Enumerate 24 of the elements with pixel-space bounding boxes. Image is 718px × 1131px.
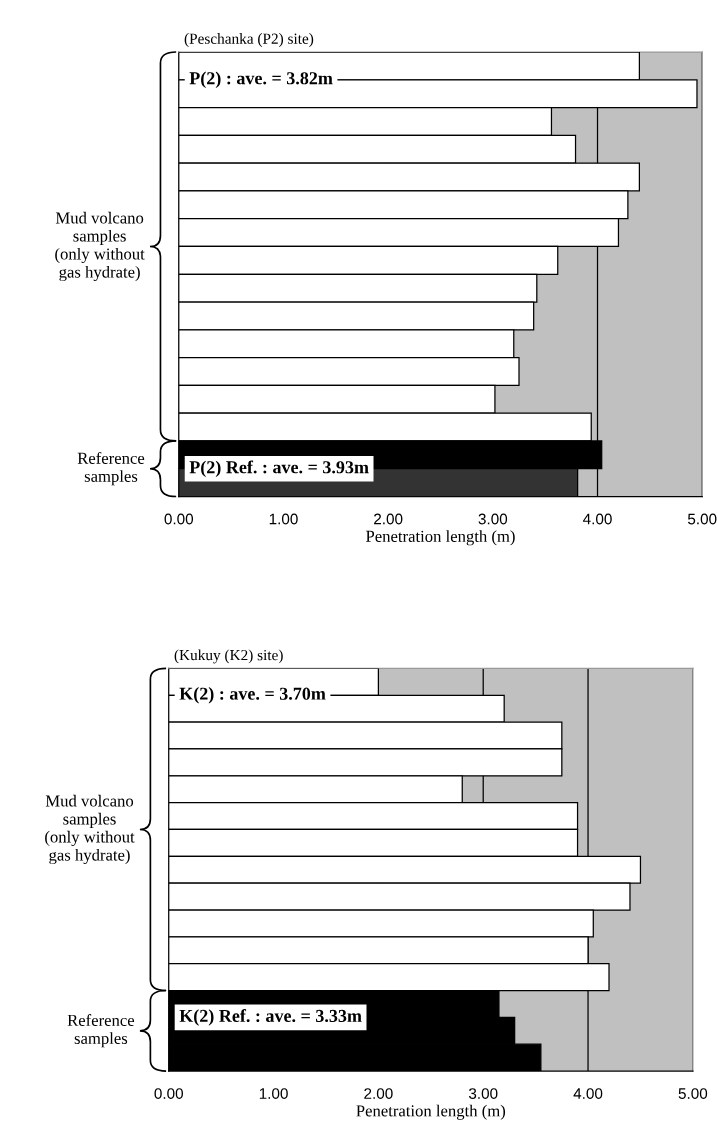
chart-title: (Kukuy (K2) site)	[174, 649, 283, 664]
annotation: K(2) : ave. = 3.70m	[179, 687, 326, 704]
annotation: P(2) : ave. = 3.82m	[189, 71, 333, 88]
x-tick-label: 0.00	[154, 1088, 183, 1099]
chart-title: (Peschanka (P2) site)	[184, 33, 314, 47]
x-tick-label: 2.00	[364, 1088, 393, 1099]
x-tick-label: 5.00	[687, 513, 717, 525]
x-tick-label: 5.00	[678, 1088, 708, 1099]
x-tick-label: 0.00	[164, 513, 194, 525]
x-tick-label: 4.00	[573, 1088, 603, 1099]
x-tick-label: 4.00	[583, 513, 612, 525]
annotation: K(2) Ref. : ave. = 3.33m	[179, 1009, 362, 1026]
x-tick-label: 3.00	[468, 1088, 498, 1099]
x-axis-title: Penetration length (m)	[365, 530, 515, 546]
annotation: P(2) Ref. : ave. = 3.93m	[189, 460, 369, 478]
text: Mud volcano samples (only without gas hydrate)	[55, 211, 145, 282]
text: Mud volcano samples (only without gas hydrate)	[45, 794, 135, 865]
x-tick-label: 1.00	[269, 513, 298, 525]
text: Reference samples	[67, 1014, 135, 1048]
x-axis-title: Penetration length (m)	[356, 1104, 506, 1120]
text: Reference samples	[77, 452, 145, 486]
x-tick-label: 3.00	[478, 513, 508, 525]
x-tick-label: 2.00	[374, 513, 403, 525]
x-tick-label: 1.00	[259, 1088, 288, 1099]
